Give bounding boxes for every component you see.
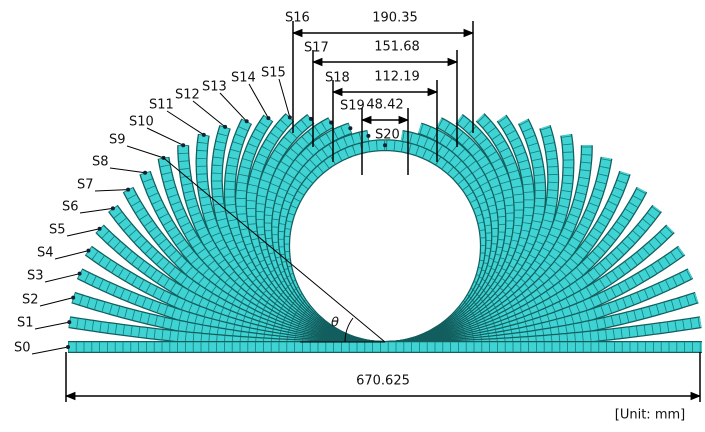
leader-line bbox=[193, 101, 225, 127]
leader-line bbox=[249, 84, 268, 118]
angle-label: θ bbox=[331, 316, 339, 331]
node-point bbox=[71, 296, 75, 300]
dimension-value: 190.35 bbox=[372, 11, 418, 26]
leader-line bbox=[35, 322, 69, 329]
node-point bbox=[383, 143, 387, 147]
leader-line bbox=[80, 208, 113, 213]
dimension-value: 112.19 bbox=[374, 70, 420, 85]
leader-line bbox=[32, 347, 68, 354]
node-point bbox=[181, 143, 185, 147]
leader-line bbox=[67, 229, 100, 236]
leader-line bbox=[95, 190, 128, 191]
state-label: S6 bbox=[62, 200, 79, 215]
state-label: S2 bbox=[22, 293, 39, 308]
node-point bbox=[66, 345, 70, 349]
node-point bbox=[67, 320, 71, 324]
state-label: S13 bbox=[202, 80, 227, 95]
node-point bbox=[202, 133, 206, 137]
leader-line bbox=[110, 168, 145, 173]
state-label: S10 bbox=[129, 115, 154, 130]
leader-line bbox=[220, 93, 247, 121]
node-point bbox=[98, 227, 102, 231]
node-point bbox=[288, 115, 292, 119]
leader-line bbox=[147, 128, 183, 145]
node-point bbox=[126, 188, 130, 192]
state-label: S5 bbox=[49, 223, 66, 238]
node-point bbox=[366, 134, 370, 138]
node-point bbox=[111, 206, 115, 210]
state-label: S12 bbox=[175, 88, 200, 103]
state-label: S17 bbox=[304, 41, 329, 56]
node-point bbox=[266, 116, 270, 120]
state-label: S7 bbox=[77, 178, 94, 193]
state-label: S19 bbox=[340, 99, 365, 114]
dimension-value: 151.68 bbox=[374, 40, 420, 55]
unit-note: [Unit: mm] bbox=[615, 408, 685, 423]
leader-line bbox=[45, 274, 80, 282]
leader-line bbox=[167, 111, 204, 135]
state-label: S18 bbox=[325, 71, 350, 86]
state-label: S4 bbox=[37, 246, 54, 261]
node-point bbox=[78, 272, 82, 276]
node-point bbox=[223, 125, 227, 129]
dimension-value: 48.42 bbox=[366, 98, 403, 113]
node-point bbox=[348, 126, 352, 130]
state-label: S15 bbox=[261, 66, 286, 81]
state-label: S8 bbox=[92, 155, 109, 170]
node-point bbox=[86, 249, 90, 253]
state-label: S20 bbox=[375, 128, 400, 143]
state-label: S16 bbox=[285, 11, 310, 26]
state-label: S1 bbox=[17, 316, 34, 331]
leader-line bbox=[279, 79, 290, 117]
leader-line bbox=[55, 251, 88, 259]
state-label: S11 bbox=[149, 98, 174, 113]
diagram: S0 S1 S2 S3 S4 S5 S6 S7 S8S9S10 S11S12S13 S14 S15 S1… bbox=[0, 0, 705, 432]
total-length: 670.625 bbox=[356, 374, 410, 389]
leader-line bbox=[127, 146, 164, 158]
state-label: S0 bbox=[14, 341, 31, 356]
leader-line bbox=[40, 298, 73, 306]
node-point bbox=[245, 119, 249, 123]
node-point bbox=[143, 171, 147, 175]
strips bbox=[68, 117, 702, 347]
state-label: S3 bbox=[27, 269, 44, 284]
state-label: S14 bbox=[231, 71, 256, 86]
state-label: S9 bbox=[109, 133, 126, 148]
